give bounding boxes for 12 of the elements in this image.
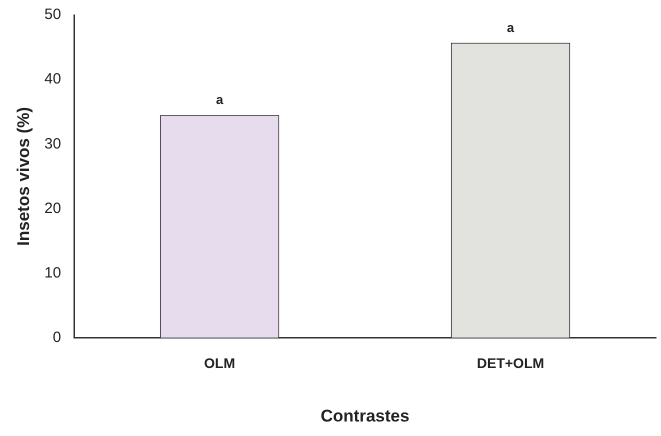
y-tick-label: 10	[44, 264, 62, 282]
y-tick-label: 40	[44, 70, 62, 88]
y-tick-label: 20	[44, 200, 62, 217]
y-tick-label: 0	[52, 328, 62, 346]
annotation: a	[506, 20, 515, 35]
x-axis-title: Contrastes	[320, 406, 410, 426]
x-tick-label: DET+OLM	[476, 355, 544, 372]
x-tick-label: OLM	[204, 355, 236, 372]
y-axis-title: Insetos vivos (%)	[14, 106, 33, 246]
y-tick-label: 30	[44, 135, 62, 152]
y-tick-label: 50	[44, 6, 62, 24]
annotation: a	[216, 92, 224, 108]
